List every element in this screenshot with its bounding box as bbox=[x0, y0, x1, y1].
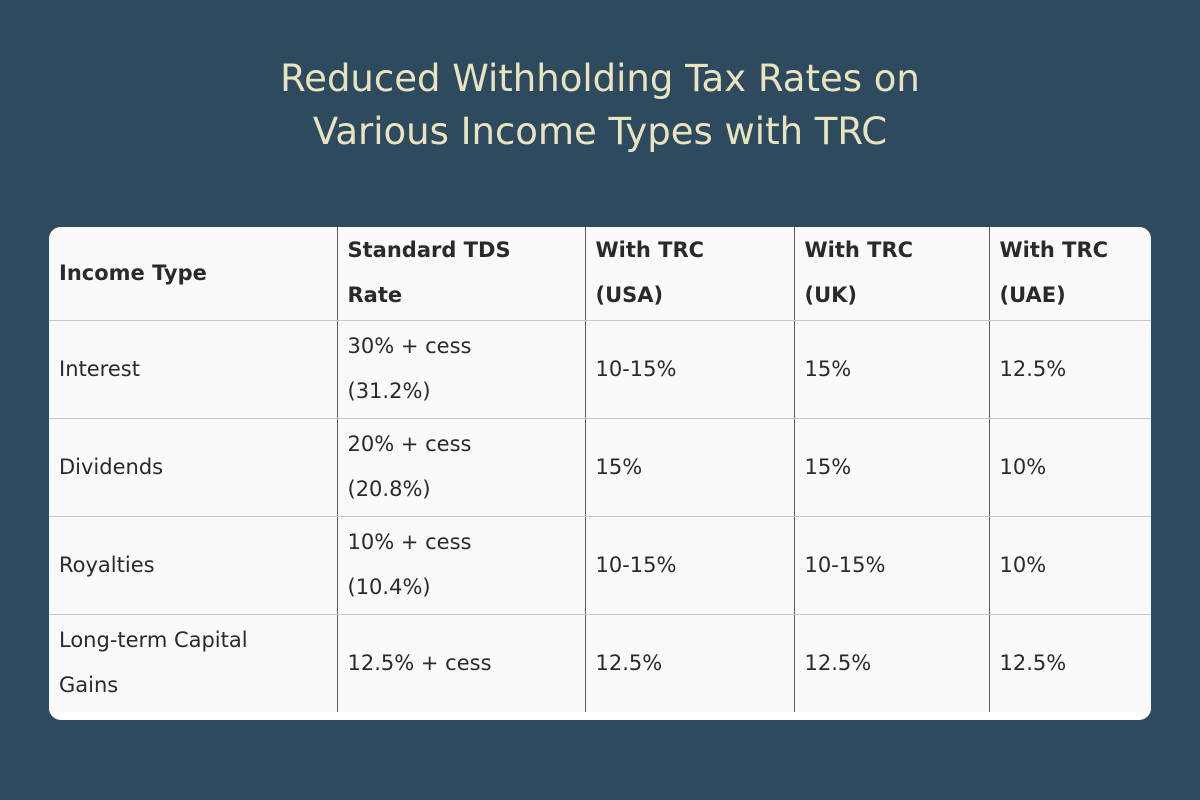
title-line-2: Various Income Types with TRC bbox=[312, 110, 888, 153]
cell-trc-uk: 10-15% bbox=[793, 516, 989, 615]
header-standard-tds-line-2: Rate bbox=[347, 283, 403, 308]
header-trc-uae-line-2: (UAE) bbox=[999, 283, 1066, 308]
cell-trc-usa: 10-15% bbox=[584, 320, 794, 419]
cell-trc-uk: 12.5% bbox=[793, 614, 989, 712]
tax-rates-table: Income Type Standard TDS Rate With TRC (… bbox=[49, 227, 1151, 712]
cell-text: 12.5% + cess bbox=[347, 650, 492, 675]
cell-text: 12.5% bbox=[804, 650, 872, 675]
table-card: Income Type Standard TDS Rate With TRC (… bbox=[49, 227, 1151, 720]
cell-trc-uk: 15% bbox=[793, 418, 989, 517]
cell-trc-usa: 10-15% bbox=[584, 516, 794, 615]
cell-text: 30% + cess bbox=[347, 334, 472, 358]
cell-standard-tds: 20% + cess (20.8%) bbox=[336, 418, 585, 517]
cell-text: 20% + cess bbox=[347, 432, 472, 456]
cell-standard-tds: 10% + cess (10.4%) bbox=[336, 516, 585, 615]
cell-text: Royalties bbox=[59, 552, 155, 577]
cell-text: 12.5% bbox=[999, 356, 1067, 381]
cell-standard-tds: 12.5% + cess bbox=[336, 614, 585, 712]
header-trc-usa-line-2: (USA) bbox=[595, 283, 664, 308]
cell-text: 15% bbox=[804, 356, 852, 381]
cell-text: 10-15% bbox=[804, 552, 886, 577]
header-income-type-text: Income Type bbox=[59, 260, 207, 285]
table-row-dividends: Dividends 20% + cess (20.8%) 15% 15% 10% bbox=[49, 418, 1151, 517]
cell-text: 10-15% bbox=[595, 552, 677, 577]
cell-text: 12.5% bbox=[999, 650, 1067, 675]
header-trc-usa-line-1: With TRC bbox=[595, 238, 705, 263]
table-row-interest: Interest 30% + cess (31.2%) 10-15% 15% 1… bbox=[49, 320, 1151, 419]
header-trc-uk-line-2: (UK) bbox=[804, 283, 858, 308]
table-body: Interest 30% + cess (31.2%) 10-15% 15% 1… bbox=[49, 320, 1151, 712]
cell-text: 10-15% bbox=[595, 356, 677, 381]
cell-income-type: Royalties bbox=[49, 516, 337, 615]
header-income-type: Income Type bbox=[49, 227, 337, 321]
cell-trc-usa: 15% bbox=[584, 418, 794, 517]
table-header: Income Type Standard TDS Rate With TRC (… bbox=[49, 227, 1151, 321]
cell-income-type: Long-term Capital Gains bbox=[49, 614, 337, 712]
cell-trc-usa: 12.5% bbox=[584, 614, 794, 712]
header-trc-uk-line-1: With TRC bbox=[804, 238, 914, 263]
cell-text: (20.8%) bbox=[347, 477, 431, 501]
header-trc-usa: With TRC (USA) bbox=[584, 227, 794, 321]
cell-text: 10% bbox=[999, 552, 1047, 577]
cell-trc-uae: 12.5% bbox=[988, 320, 1151, 419]
cell-text: Interest bbox=[59, 356, 140, 381]
cell-trc-uk: 15% bbox=[793, 320, 989, 419]
header-standard-tds-rate: Standard TDS Rate bbox=[336, 227, 585, 321]
cell-income-type: Interest bbox=[49, 320, 337, 419]
cell-standard-tds: 30% + cess (31.2%) bbox=[336, 320, 585, 419]
cell-text: (31.2%) bbox=[347, 379, 431, 403]
title-line-1: Reduced Withholding Tax Rates on bbox=[280, 57, 920, 100]
cell-trc-uae: 10% bbox=[988, 418, 1151, 517]
cell-text: Long-term Capital bbox=[59, 628, 248, 653]
cell-text: 10% bbox=[999, 454, 1047, 479]
cell-trc-uae: 12.5% bbox=[988, 614, 1151, 712]
cell-text: 15% bbox=[804, 454, 852, 479]
header-trc-uae: With TRC (UAE) bbox=[988, 227, 1151, 321]
cell-income-type: Dividends bbox=[49, 418, 337, 517]
table-row-long-term-capital-gains: Long-term Capital Gains 12.5% + cess 12.… bbox=[49, 614, 1151, 712]
header-row: Income Type Standard TDS Rate With TRC (… bbox=[49, 227, 1151, 321]
cell-text: 12.5% bbox=[595, 650, 663, 675]
cell-text: 15% bbox=[595, 454, 643, 479]
cell-text: 10% + cess bbox=[347, 530, 472, 554]
header-standard-tds-line-1: Standard TDS bbox=[347, 238, 511, 263]
header-trc-uae-line-1: With TRC bbox=[999, 238, 1109, 263]
cell-text: Gains bbox=[59, 673, 119, 698]
cell-text: (10.4%) bbox=[347, 575, 431, 599]
table-row-royalties: Royalties 10% + cess (10.4%) 10-15% 10-1… bbox=[49, 516, 1151, 615]
cell-text: Dividends bbox=[59, 454, 164, 479]
cell-trc-uae: 10% bbox=[988, 516, 1151, 615]
page-title: Reduced Withholding Tax Rates on Various… bbox=[0, 52, 1200, 158]
header-trc-uk: With TRC (UK) bbox=[793, 227, 989, 321]
